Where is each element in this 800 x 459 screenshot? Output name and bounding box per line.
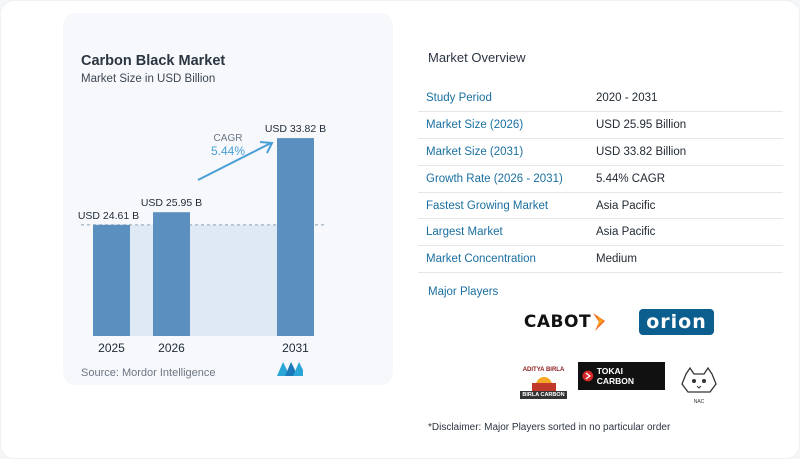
birla-logo-top-text: ADITYA BIRLA — [522, 367, 565, 373]
overview-row: Largest Market Asia Pacific — [418, 218, 783, 247]
tokai-carbon-logo: TOKAI CARBON — [578, 343, 665, 409]
tokai-emblem-icon — [582, 370, 594, 382]
overview-row-label: Largest Market — [418, 218, 588, 247]
value-label: USD 33.82 B — [265, 123, 326, 135]
orion-logo-text: orion — [639, 309, 714, 335]
major-players-logos: CABOT orion ADITYA BIRLA BIRLA CARBON — [511, 287, 731, 409]
overview-row-label: Market Size (2026) — [418, 111, 588, 140]
overview-row-label: Study Period — [418, 85, 588, 113]
market-overview-table: Study Period 2020 - 2031 Market Size (2026… — [418, 85, 783, 274]
cagr-arrow-head — [259, 141, 274, 154]
nac-cat-icon — [681, 366, 717, 393]
overview-row-value: Asia Pacific — [588, 192, 783, 220]
bar-2031 — [277, 138, 314, 336]
overview-row: Market Size (2031) USD 33.82 Billion — [418, 138, 783, 166]
category-label: 2026 — [158, 341, 185, 355]
birla-sun-icon — [531, 377, 556, 391]
overview-row-value: USD 33.82 Billion — [588, 138, 783, 166]
overview-row: Study Period 2020 - 2031 — [418, 85, 783, 113]
market-overview-title: Market Overview — [428, 50, 526, 65]
cabot-flame-icon — [593, 313, 606, 331]
nac-logo-text: NAC — [693, 399, 705, 405]
value-label: USD 24.61 B — [78, 210, 139, 222]
bar-2026 — [153, 212, 190, 336]
overview-row-value: 5.44% CAGR — [588, 165, 783, 193]
bar-chart: USD 24.61 B 2025 USD 25.95 B 2026 USD 33.82 … — [78, 123, 327, 355]
overview-row-value: Medium — [588, 245, 783, 274]
category-label: 2031 — [282, 341, 309, 355]
overview-row-label: Market Size (2031) — [418, 138, 588, 166]
overview-row: Market Concentration Medium — [418, 245, 783, 274]
tokai-logo-text: TOKAI CARBON — [596, 366, 635, 386]
bar-2025 — [93, 224, 130, 336]
overview-row-value: 2020 - 2031 — [588, 85, 783, 113]
overview-row: Fastest Growing Market Asia Pacific — [418, 192, 783, 220]
cagr-value: 5.44% — [211, 144, 245, 158]
chart-subtitle: Market Size in USD Billion — [81, 73, 216, 85]
value-label: USD 25.95 B — [141, 197, 202, 209]
category-label: 2025 — [98, 341, 125, 355]
overview-row: Growth Rate (2026 - 2031) 5.44% CAGR — [418, 165, 783, 193]
overview-row-value: Asia Pacific — [588, 218, 783, 247]
major-players-label: Major Players — [428, 286, 499, 298]
disclaimer-text: *Disclaimer: Major Players sorted in no … — [428, 422, 671, 433]
mordor-logo-icon — [277, 362, 303, 376]
cabot-logo-text: CABOT — [523, 312, 592, 332]
overview-row: Market Size (2026) USD 25.95 Billion — [418, 111, 783, 140]
overview-row-label: Market Concentration — [418, 245, 588, 274]
overview-row-value: USD 25.95 Billion — [588, 111, 783, 140]
chart-title: Carbon Black Market — [81, 53, 226, 69]
overview-row-label: Growth Rate (2026 - 2031) — [418, 165, 588, 193]
nac-logo: NAC — [667, 357, 731, 409]
overview-row-label: Fastest Growing Market — [418, 192, 588, 220]
birla-carbon-logo: ADITYA BIRLA BIRLA CARBON — [511, 357, 576, 409]
cagr-arrow-line — [197, 142, 272, 181]
birla-logo-bottom-text: BIRLA CARBON — [520, 391, 567, 399]
source-text: Source: Mordor Intelligence — [81, 367, 216, 379]
cagr-label: CAGR — [214, 133, 243, 144]
